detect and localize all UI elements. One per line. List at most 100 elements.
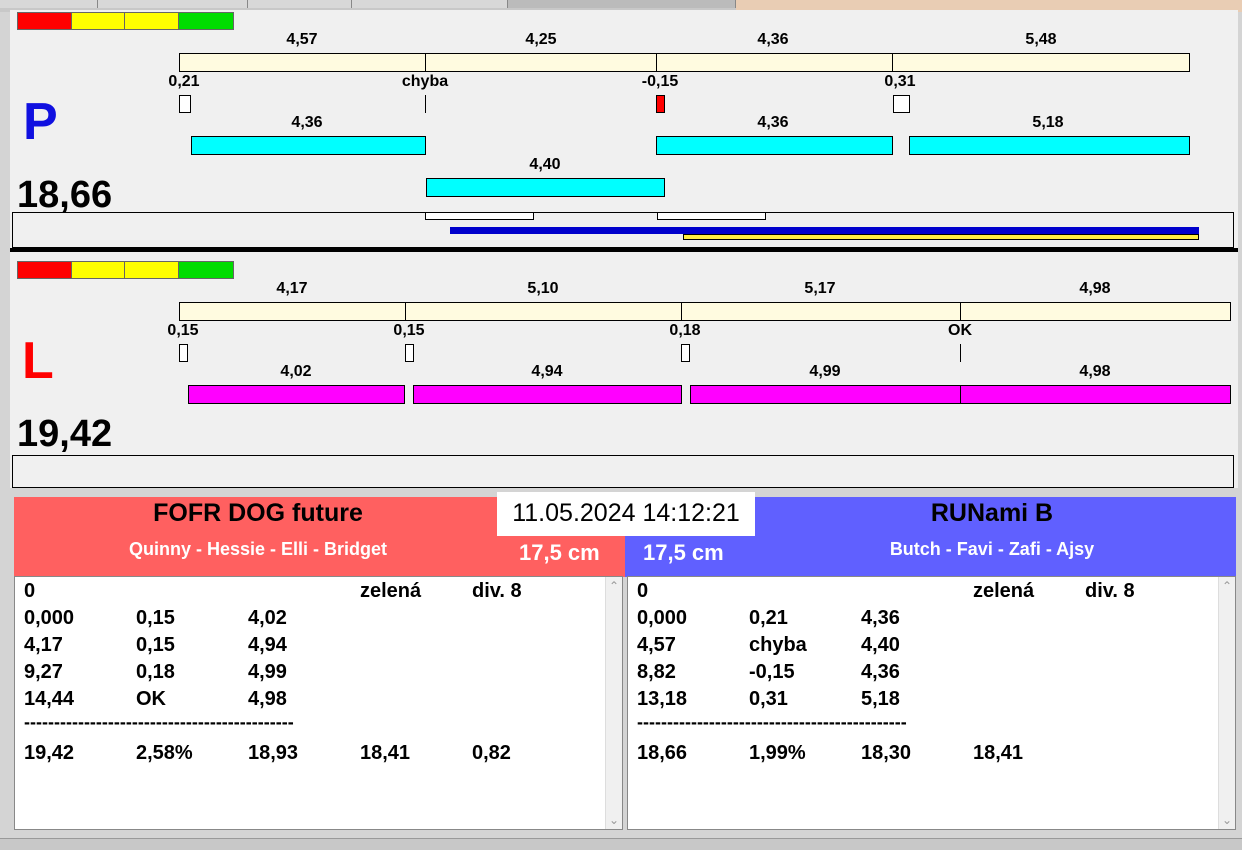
- result-separator: ----------------------------------------…: [637, 712, 907, 732]
- result-cell: 0,18: [136, 661, 175, 683]
- result-summary-cell: 2,58%: [136, 742, 193, 764]
- lane-p-dog-bar: [191, 136, 426, 155]
- result-cell: -0,15: [749, 661, 795, 683]
- lane-l-dog-label: 4,99: [809, 363, 841, 380]
- tab-1[interactable]: [0, 0, 98, 8]
- lane-l-dog-bar: [690, 385, 961, 404]
- result-summary-cell: 18,41: [973, 742, 1024, 764]
- lane-p-reaction-label: 0,31: [884, 73, 916, 90]
- result-summary-cell: 19,42: [24, 742, 75, 764]
- lane-l-dog-label: 4,94: [531, 363, 563, 380]
- result-cell: 0,31: [749, 688, 788, 710]
- lane-l-dog-label: 4,98: [1079, 363, 1111, 380]
- lane-p-split-label: 4,25: [525, 31, 557, 48]
- result-header-cell: zelená: [360, 580, 422, 602]
- lane-l-dog-bar: [413, 385, 682, 404]
- status-indicator: [736, 0, 1242, 12]
- traffic-yellow-1: [71, 262, 125, 278]
- result-cell: OK: [136, 688, 166, 710]
- lane-l-reaction-label: OK: [948, 322, 972, 339]
- lane-p-split-label: 4,57: [286, 31, 318, 48]
- team-left-height: 17,5 cm: [519, 540, 600, 565]
- traffic-yellow-1: [71, 13, 125, 29]
- result-cell: 4,17: [24, 634, 63, 656]
- tab-2[interactable]: [98, 0, 248, 8]
- result-cell: 0,15: [136, 607, 175, 629]
- team-left-scrollbar[interactable]: ⌃ ⌄: [605, 577, 622, 829]
- lane-l-panel: [10, 252, 1238, 488]
- lane-p-dog-label: 4,36: [757, 114, 789, 131]
- result-cell: 0,000: [637, 607, 688, 629]
- scroll-down-arrow-icon[interactable]: ⌄: [608, 813, 620, 827]
- result-cell: 4,98: [248, 688, 287, 710]
- lane-p-marker-box: [657, 212, 766, 220]
- team-right-height: 17,5 cm: [643, 540, 724, 565]
- lane-p-dog-bar: [426, 178, 665, 197]
- result-header-cell: 0: [637, 580, 649, 602]
- lane-l-dog-label: 4,02: [280, 363, 312, 380]
- result-summary-cell: 1,99%: [749, 742, 806, 764]
- result-cell: 0,21: [749, 607, 788, 629]
- lane-l-split-divider: [681, 302, 682, 321]
- lane-l-reaction-label: 0,15: [167, 322, 199, 339]
- team-right-dogs: Butch - Favi - Zafi - Ajsy: [889, 539, 1095, 559]
- traffic-red: [18, 262, 72, 278]
- result-header-cell: div. 8: [472, 580, 522, 602]
- result-cell: 13,18: [637, 688, 688, 710]
- tab-5[interactable]: [508, 0, 736, 8]
- result-summary-cell: 18,30: [861, 742, 912, 764]
- lane-p-split-divider: [656, 53, 657, 72]
- lane-l-dog-bar: [960, 385, 1231, 404]
- lane-l-reaction-marker: [405, 344, 414, 362]
- lane-p-reaction-marker: [179, 95, 191, 113]
- lane-l-split-label: 5,17: [804, 280, 836, 297]
- scroll-down-arrow-icon[interactable]: ⌄: [1221, 813, 1233, 827]
- traffic-yellow-2: [125, 13, 179, 29]
- lane-p-dog-bar: [656, 136, 893, 155]
- result-summary-cell: 18,66: [637, 742, 688, 764]
- lane-l-split-label: 5,10: [527, 280, 559, 297]
- lane-p-dog-label: 4,40: [529, 156, 561, 173]
- result-header-cell: 0: [24, 580, 36, 602]
- scroll-up-arrow-icon[interactable]: ⌃: [608, 579, 620, 593]
- result-cell: 5,18: [861, 688, 900, 710]
- lane-l-progress-box: [12, 455, 1234, 488]
- lane-l-split-label: 4,17: [276, 280, 308, 297]
- lane-p-progress-blue: [450, 227, 1199, 234]
- lane-p-dog-label: 4,36: [291, 114, 323, 131]
- tab-3[interactable]: [248, 0, 352, 8]
- tab-4[interactable]: [352, 0, 508, 8]
- lane-l-traffic-light: [17, 261, 234, 279]
- traffic-green: [178, 262, 233, 278]
- lane-p-letter: P: [23, 93, 58, 151]
- team-right-scrollbar[interactable]: ⌃ ⌄: [1218, 577, 1235, 829]
- result-cell: 4,40: [861, 634, 900, 656]
- lane-p-reaction-marker: [425, 95, 426, 113]
- top-tab-strip: [0, 0, 1242, 12]
- result-header-cell: div. 8: [1085, 580, 1135, 602]
- lane-l-reaction-label: 0,15: [393, 322, 425, 339]
- result-cell: 4,99: [248, 661, 287, 683]
- lane-l-reaction-marker: [960, 344, 961, 362]
- lane-p-marker-box: [425, 212, 534, 220]
- lane-l-split-divider: [405, 302, 406, 321]
- lane-l-reaction-marker: [681, 344, 690, 362]
- result-cell: 4,02: [248, 607, 287, 629]
- lane-p-dog-bar: [909, 136, 1190, 155]
- team-left-results[interactable]: [14, 576, 623, 830]
- race-datetime: 11.05.2024 14:12:21: [497, 492, 755, 536]
- lane-p-progress-yellow: [683, 234, 1199, 240]
- lane-p-total-time: 18,66: [17, 174, 113, 216]
- lane-p-reaction-marker-fault: [656, 95, 665, 113]
- lane-divider: [10, 248, 1238, 252]
- team-right-results[interactable]: [627, 576, 1236, 830]
- lane-l-total-time: 19,42: [17, 413, 113, 455]
- lane-p-reaction-marker: [893, 95, 910, 113]
- lane-l-dog-bar: [188, 385, 405, 404]
- lane-p-split-bar: [179, 53, 1190, 72]
- scroll-up-arrow-icon[interactable]: ⌃: [1221, 579, 1233, 593]
- result-cell: 9,27: [24, 661, 63, 683]
- lane-l-split-bar: [179, 302, 1231, 321]
- result-cell: 14,44: [24, 688, 75, 710]
- lane-p-traffic-light: [17, 12, 234, 30]
